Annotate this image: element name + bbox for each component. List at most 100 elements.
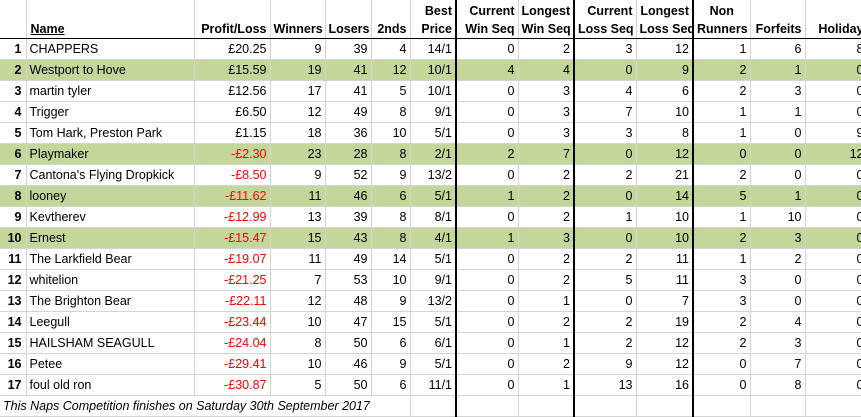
longest-win-seq-cell: 3 [518, 227, 575, 249]
longest-loss-seq-cell: 12 [636, 143, 694, 165]
holiday-cell: 0 [805, 206, 861, 228]
player-name: Petee [26, 353, 195, 375]
best-price-cell: 6/1 [410, 332, 457, 354]
seconds-cell: 8 [371, 143, 411, 165]
profit-loss-cell: -£30.87 [194, 374, 271, 396]
current-loss-seq-cell: 2 [574, 332, 637, 354]
losers-cell: 43 [325, 227, 372, 249]
forfeits-cell: 7 [750, 353, 806, 375]
player-name: CHAPPERS [26, 38, 195, 60]
seconds-cell: 8 [371, 101, 411, 123]
longest-win-seq-header-line1: Longest [521, 4, 571, 18]
current-loss-seq-cell: 5 [574, 269, 637, 291]
current-loss-seq-header-line2: Loss Seq [578, 22, 634, 36]
longest-win-seq-cell: 2 [518, 206, 575, 228]
best-price-cell: 9/1 [410, 101, 457, 123]
longest-win-seq-cell: 2 [518, 185, 575, 207]
current-win-seq-cell: 0 [456, 101, 519, 123]
longest-loss-seq-cell: 12 [636, 38, 694, 60]
profit-loss-cell: -£23.44 [194, 311, 271, 333]
longest-win-seq-cell: 3 [518, 122, 575, 144]
footer-cell [574, 395, 637, 417]
current-win-seq-cell: 0 [456, 80, 519, 102]
current-loss-seq-cell: 3 [574, 38, 637, 60]
best-price-cell: 13/2 [410, 164, 457, 186]
longest-loss-seq-cell: 10 [636, 101, 694, 123]
seconds-cell: 9 [371, 353, 411, 375]
longest-win-seq-cell: 2 [518, 248, 575, 270]
forfeits-cell: 8 [750, 374, 806, 396]
row-index: 1 [0, 38, 27, 60]
best-price-cell: 10/1 [410, 59, 457, 81]
longest-win-seq-cell: 2 [518, 269, 575, 291]
best-price-cell: 5/1 [410, 185, 457, 207]
table-row: 5 Tom Hark, Preston Park £1.15 18 36 10 5/1 0 3 3… [0, 122, 861, 144]
longest-win-seq-cell: 1 [518, 290, 575, 312]
winners-cell: 9 [270, 38, 326, 60]
non-runners-cell: 0 [693, 143, 751, 165]
forfeits-cell: 0 [750, 143, 806, 165]
forfeits-cell: 2 [750, 248, 806, 270]
profit-loss-cell: £1.15 [194, 122, 271, 144]
losers-cell: 39 [325, 206, 372, 228]
footer-cell [518, 395, 575, 417]
losers-cell: 36 [325, 122, 372, 144]
index-header [0, 0, 27, 39]
row-index: 11 [0, 248, 27, 270]
current-loss-seq-cell: 7 [574, 101, 637, 123]
current-win-seq-cell: 0 [456, 374, 519, 396]
winners-cell: 11 [270, 248, 326, 270]
winners-cell: 10 [270, 311, 326, 333]
longest-win-seq-cell: 1 [518, 332, 575, 354]
best-price-header-line1: Best [424, 4, 452, 18]
current-win-seq-header: Current Win Seq [456, 0, 519, 39]
forfeits-cell: 10 [750, 206, 806, 228]
longest-win-seq-cell: 4 [518, 59, 575, 81]
player-name: Leegull [26, 311, 195, 333]
longest-loss-seq-cell: 16 [636, 374, 694, 396]
holiday-cell: 8 [805, 38, 861, 60]
longest-win-seq-header: Longest Win Seq [518, 0, 575, 39]
current-loss-seq-cell: 9 [574, 353, 637, 375]
holiday-cell: 0 [805, 269, 861, 291]
current-loss-seq-cell: 0 [574, 227, 637, 249]
winners-cell: 18 [270, 122, 326, 144]
current-win-seq-header-line1: Current [469, 4, 515, 18]
non-runners-header: Non Runners [693, 0, 751, 39]
player-name: Kevtherev [26, 206, 195, 228]
losers-cell: 47 [325, 311, 372, 333]
seconds-cell: 6 [371, 332, 411, 354]
current-win-seq-cell: 2 [456, 143, 519, 165]
current-win-seq-cell: 0 [456, 248, 519, 270]
longest-loss-seq-cell: 7 [636, 290, 694, 312]
winners-cell: 17 [270, 80, 326, 102]
longest-loss-seq-cell: 14 [636, 185, 694, 207]
profit-loss-cell: -£2.30 [194, 143, 271, 165]
losers-cell: 41 [325, 59, 372, 81]
current-win-seq-cell: 4 [456, 59, 519, 81]
current-win-seq-header-line2: Win Seq [465, 22, 515, 36]
longest-win-seq-cell: 2 [518, 164, 575, 186]
longest-loss-seq-cell: 12 [636, 332, 694, 354]
row-index: 12 [0, 269, 27, 291]
current-loss-seq-cell: 3 [574, 122, 637, 144]
holiday-cell: 0 [805, 290, 861, 312]
seconds-cell: 5 [371, 80, 411, 102]
holiday-cell: 0 [805, 185, 861, 207]
non-runners-cell: 1 [693, 122, 751, 144]
winners-cell: 13 [270, 206, 326, 228]
non-runners-cell: 2 [693, 164, 751, 186]
holiday-cell: 0 [805, 311, 861, 333]
longest-loss-seq-header: Longest Loss Seq [636, 0, 694, 39]
current-loss-seq-header: Current Loss Seq [574, 0, 637, 39]
best-price-cell: 5/1 [410, 353, 457, 375]
seconds-cell: 14 [371, 248, 411, 270]
footer-cell [693, 395, 751, 417]
